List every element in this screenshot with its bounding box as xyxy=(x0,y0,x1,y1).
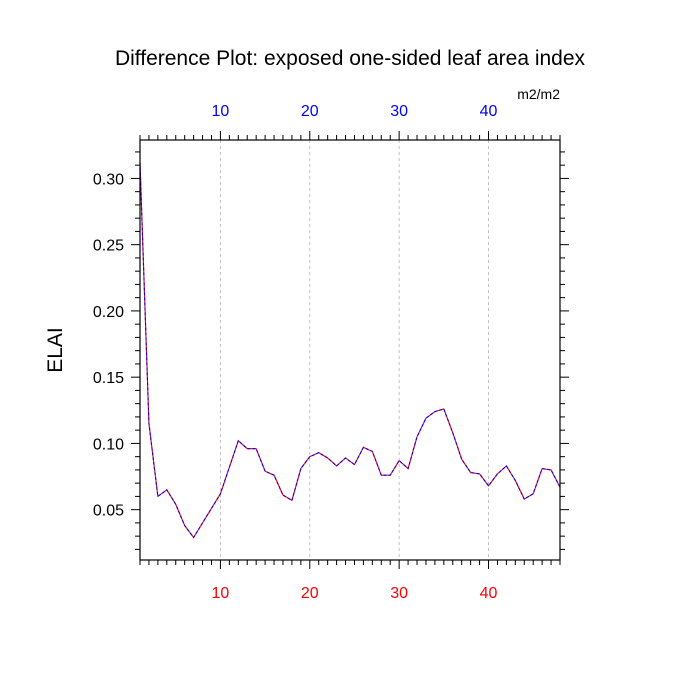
y-tick-label: 0.30 xyxy=(93,171,124,188)
x-tick-label-top: 30 xyxy=(390,103,408,120)
y-tick-label: 0.20 xyxy=(93,304,124,321)
axis-ticks xyxy=(131,131,569,569)
x-tick-label-top: 20 xyxy=(301,103,319,120)
tick-labels: 0.05 0.10 0.15 0.20 0.25 0.30 10 10 20 20 30 30 40 40 xyxy=(93,103,498,602)
x-tick-label-top: 40 xyxy=(480,103,498,120)
y-tick-label: 0.05 xyxy=(93,503,124,520)
x-tick-label-bottom: 20 xyxy=(301,585,319,602)
plot-frame xyxy=(139,139,561,561)
x-tick-label-bottom: 30 xyxy=(390,585,408,602)
y-tick-label: 0.25 xyxy=(93,238,124,255)
series-line-2 xyxy=(139,162,561,539)
x-tick-label-bottom: 10 xyxy=(212,585,230,602)
y-tick-label: 0.10 xyxy=(93,436,124,453)
series-line-1 xyxy=(139,162,561,539)
units-label: m2/m2 xyxy=(517,86,560,102)
y-tick-label: 0.15 xyxy=(93,370,124,387)
x-tick-label-bottom: 40 xyxy=(480,585,498,602)
grid-lines xyxy=(220,140,489,560)
y-axis-label: ELAI xyxy=(44,327,67,373)
chart-title: Difference Plot: exposed one-sided leaf … xyxy=(115,47,586,70)
series-lines xyxy=(139,162,561,539)
x-tick-label-top: 10 xyxy=(212,103,230,120)
